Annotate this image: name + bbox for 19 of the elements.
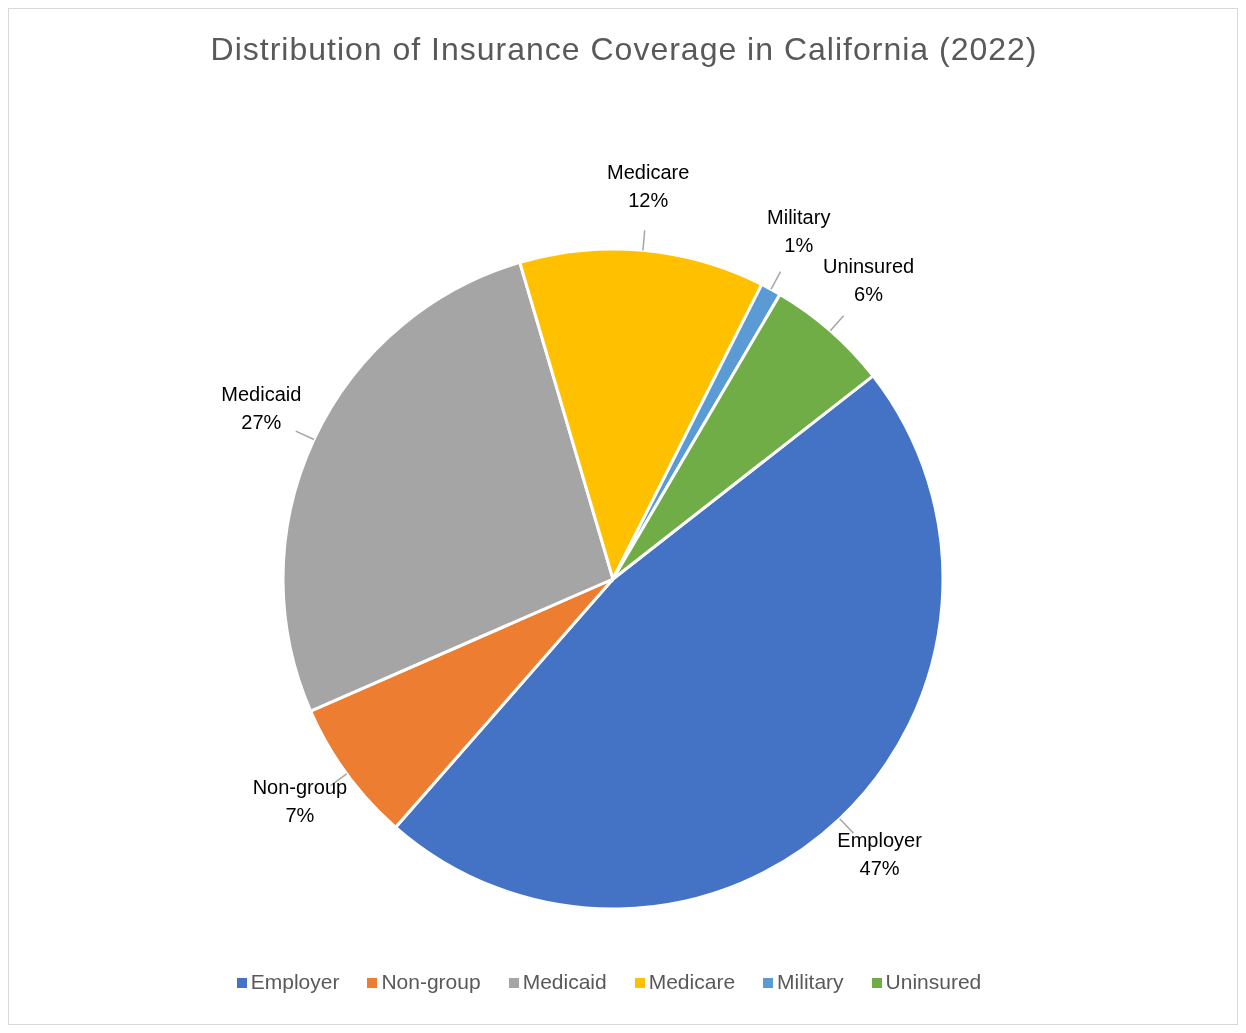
slice-label: Uninsured [822, 255, 915, 278]
data-label: 1% [784, 234, 814, 257]
data-label: 12% [628, 188, 669, 211]
slice-label: Non-group [252, 776, 348, 799]
legend-label: Employer [250, 970, 340, 993]
data-label: 7% [285, 804, 315, 827]
data-label: 47% [859, 856, 900, 879]
legend-label: Uninsured [885, 970, 982, 993]
slice-label: Medicare [607, 160, 690, 183]
legend-label: Medicare [648, 970, 736, 993]
data-label: 6% [854, 283, 884, 306]
slice-label: Medicaid [221, 383, 302, 406]
chart-title: Distribution of Insurance Coverage in California (2022) [209, 31, 1039, 68]
slice-label: Employer [837, 828, 923, 851]
legend-label: Non-group [381, 970, 481, 993]
slice-label: Military [767, 206, 831, 229]
legend-label: Medicaid [522, 970, 607, 993]
legend-label: Military [777, 970, 844, 993]
data-label: 27% [241, 411, 282, 434]
